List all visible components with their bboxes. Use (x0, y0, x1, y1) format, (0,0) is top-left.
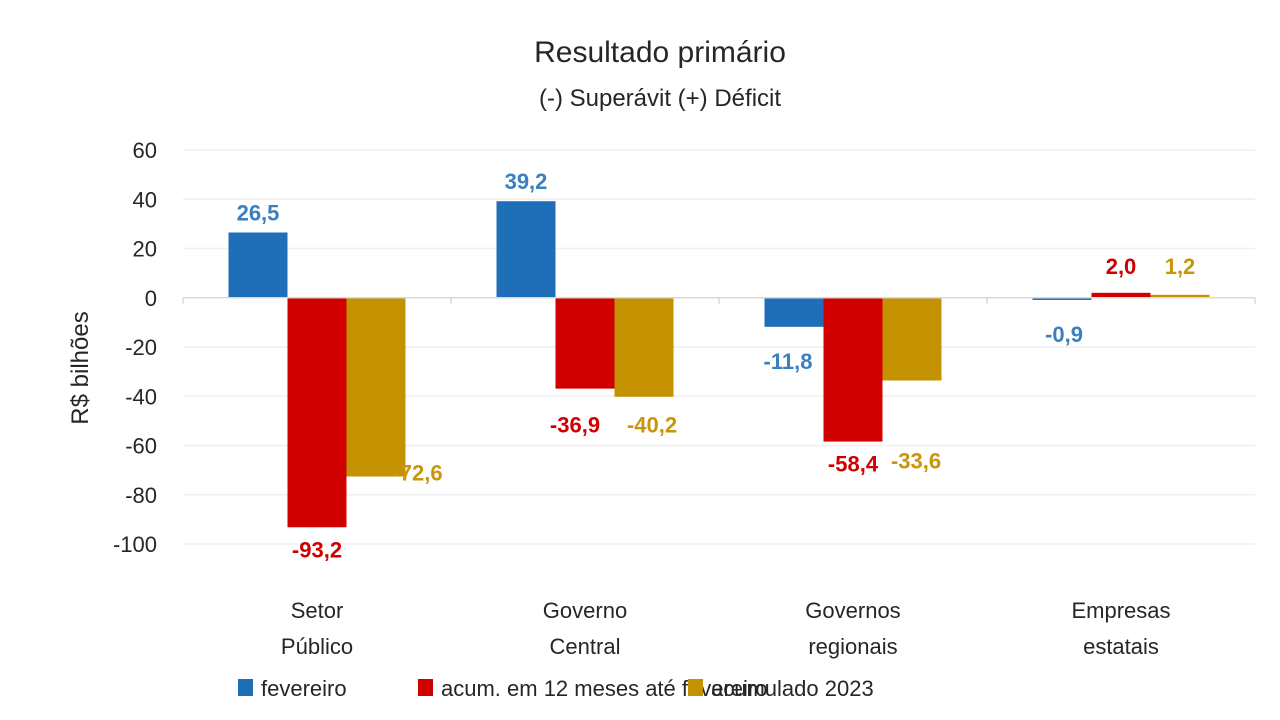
legend-swatch-2 (688, 679, 703, 696)
legend-swatch-0 (238, 679, 253, 696)
data-label: 2,0 (1106, 254, 1137, 279)
data-label: 26,5 (237, 200, 280, 225)
bar-1-1 (555, 297, 615, 389)
bar-2-3 (1150, 294, 1210, 298)
y-tick-label: 60 (133, 138, 157, 163)
data-label: -11,8 (764, 349, 813, 374)
category-label: Central (550, 634, 621, 659)
category-label: regionais (808, 634, 897, 659)
chart-subtitle: (-) Superávit (+) Déficit (539, 85, 781, 112)
data-label: -36,9 (550, 413, 600, 438)
bar-1-2 (823, 297, 883, 442)
legend-swatch-1 (418, 679, 433, 696)
y-tick-label: 20 (133, 237, 157, 262)
category-label: Público (281, 634, 353, 659)
legend-label: acum. em 12 meses até fevereiro (441, 676, 767, 701)
data-label: -93,2 (292, 537, 342, 562)
bar-1-3 (1091, 292, 1151, 298)
category-labels: Setor Público Governo Central Governos region… (281, 598, 1171, 659)
category-label: estatais (1083, 634, 1159, 659)
bar-0-3 (1032, 297, 1092, 300)
data-labels: 26,5 39,2 -11,8 -0,9 -93,2 -36,9 -58,4 2,0 -72,6… (237, 169, 1196, 562)
legend-label: fevereiro (261, 676, 347, 701)
bar-2-1 (614, 297, 674, 397)
data-label: -72,6 (392, 461, 442, 486)
y-tick-label: -20 (125, 335, 157, 360)
legend: fevereiro acum. em 12 meses até fevereiro… (238, 676, 874, 701)
category-label: Setor (291, 598, 344, 623)
y-axis-label: R$ bilhões (67, 311, 94, 424)
chart-title: Resultado primário (534, 36, 786, 69)
bar-2-0 (346, 297, 406, 477)
y-tick-label: 40 (133, 187, 157, 212)
y-tick-label: -80 (125, 483, 157, 508)
data-label: -0,9 (1045, 322, 1083, 347)
category-label: Governo (543, 598, 627, 623)
bar-0-2 (764, 297, 824, 327)
category-label: Empresas (1071, 598, 1170, 623)
y-tick-label: -60 (125, 434, 157, 459)
bar-0-0 (228, 232, 288, 298)
bars (228, 201, 1210, 528)
data-label: 39,2 (505, 169, 548, 194)
y-tick-label: 0 (145, 286, 157, 311)
legend-label: acumulado 2023 (711, 676, 874, 701)
data-label: -58,4 (828, 452, 879, 477)
y-axis-ticks: 60 40 20 0 -20 -40 -60 -80 -100 (113, 138, 157, 557)
category-label: Governos (805, 598, 900, 623)
bar-1-0 (287, 297, 347, 528)
y-tick-label: -100 (113, 532, 157, 557)
y-tick-label: -40 (125, 384, 157, 409)
x-axis (182, 297, 1256, 304)
data-label: -40,2 (627, 413, 677, 438)
bar-0-1 (496, 201, 556, 298)
data-label: 1,2 (1165, 254, 1196, 279)
bar-2-2 (882, 297, 942, 381)
data-label: -33,6 (891, 448, 941, 473)
